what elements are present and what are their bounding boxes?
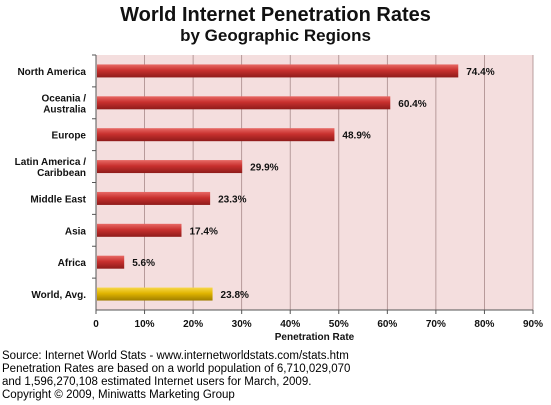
x-tick-label: 20% bbox=[183, 319, 203, 330]
bar bbox=[97, 64, 459, 78]
plot-area bbox=[96, 55, 533, 310]
bars bbox=[97, 64, 459, 301]
value-label: 23.8% bbox=[221, 290, 249, 301]
value-label: 60.4% bbox=[398, 99, 426, 110]
x-tick-label: 40% bbox=[280, 319, 300, 330]
x-tick-label: 50% bbox=[329, 319, 349, 330]
x-tick-label: 70% bbox=[426, 319, 446, 330]
value-label: 29.9% bbox=[250, 163, 278, 174]
x-tick-label: 60% bbox=[377, 319, 397, 330]
bar bbox=[97, 160, 243, 174]
axes bbox=[92, 54, 534, 314]
x-tick-label: 10% bbox=[135, 319, 155, 330]
bar bbox=[97, 223, 182, 237]
bar bbox=[97, 96, 391, 110]
category-label: World, Avg. bbox=[31, 290, 86, 301]
value-label: 74.4% bbox=[466, 67, 494, 78]
category-label: North America bbox=[17, 67, 86, 78]
category-label: Africa bbox=[58, 258, 87, 269]
category-label: Middle East bbox=[30, 194, 86, 205]
x-axis-label: Penetration Rate bbox=[275, 332, 355, 343]
source-note: Source: Internet World Stats - www.inter… bbox=[2, 350, 349, 362]
chart-title: World Internet Penetration Rates bbox=[120, 4, 431, 26]
category-label: Europe bbox=[52, 131, 87, 142]
category-label: Caribbean bbox=[37, 168, 86, 179]
x-tick-label: 80% bbox=[474, 319, 494, 330]
category-label: Oceania / bbox=[42, 93, 87, 104]
category-label: Latin America / bbox=[15, 157, 87, 168]
x-tick-label: 0 bbox=[93, 319, 99, 330]
labels: 0 10% 20% 30% 40% 50% 60% 70% 80% 90% Penetration … bbox=[15, 67, 543, 343]
chart-subtitle: by Geographic Regions bbox=[180, 26, 371, 45]
x-tick-label: 30% bbox=[232, 319, 252, 330]
bar bbox=[97, 128, 335, 142]
value-label: 23.3% bbox=[218, 194, 246, 205]
category-label: Asia bbox=[65, 226, 87, 237]
bar bbox=[97, 255, 125, 269]
users-note: and 1,596,270,108 estimated Internet use… bbox=[2, 376, 312, 388]
bar-chart: 0 10% 20% 30% 40% 50% 60% 70% 80% 90% Penetration … bbox=[15, 54, 543, 343]
value-label: 5.6% bbox=[132, 258, 155, 269]
category-label: Australia bbox=[43, 104, 86, 115]
copyright-note: Copyright © 2009, Miniwatts Marketing Gr… bbox=[2, 389, 235, 401]
bar bbox=[97, 287, 213, 301]
bar bbox=[97, 191, 211, 205]
population-note: Penetration Rates are based on a world p… bbox=[2, 363, 351, 375]
x-tick-label: 90% bbox=[523, 319, 543, 330]
value-label: 48.9% bbox=[342, 131, 370, 142]
value-label: 17.4% bbox=[189, 226, 217, 237]
